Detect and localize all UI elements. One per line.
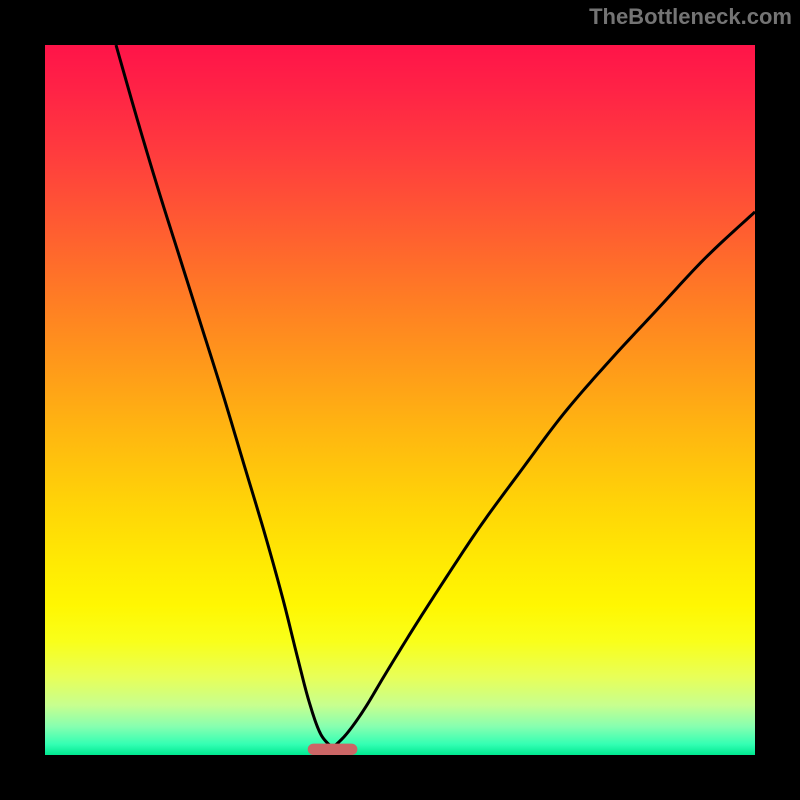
- optimal-marker: [308, 744, 358, 755]
- watermark-text: TheBottleneck.com: [589, 4, 792, 30]
- chart-container: TheBottleneck.com: [0, 0, 800, 800]
- bottleneck-chart: [0, 0, 800, 800]
